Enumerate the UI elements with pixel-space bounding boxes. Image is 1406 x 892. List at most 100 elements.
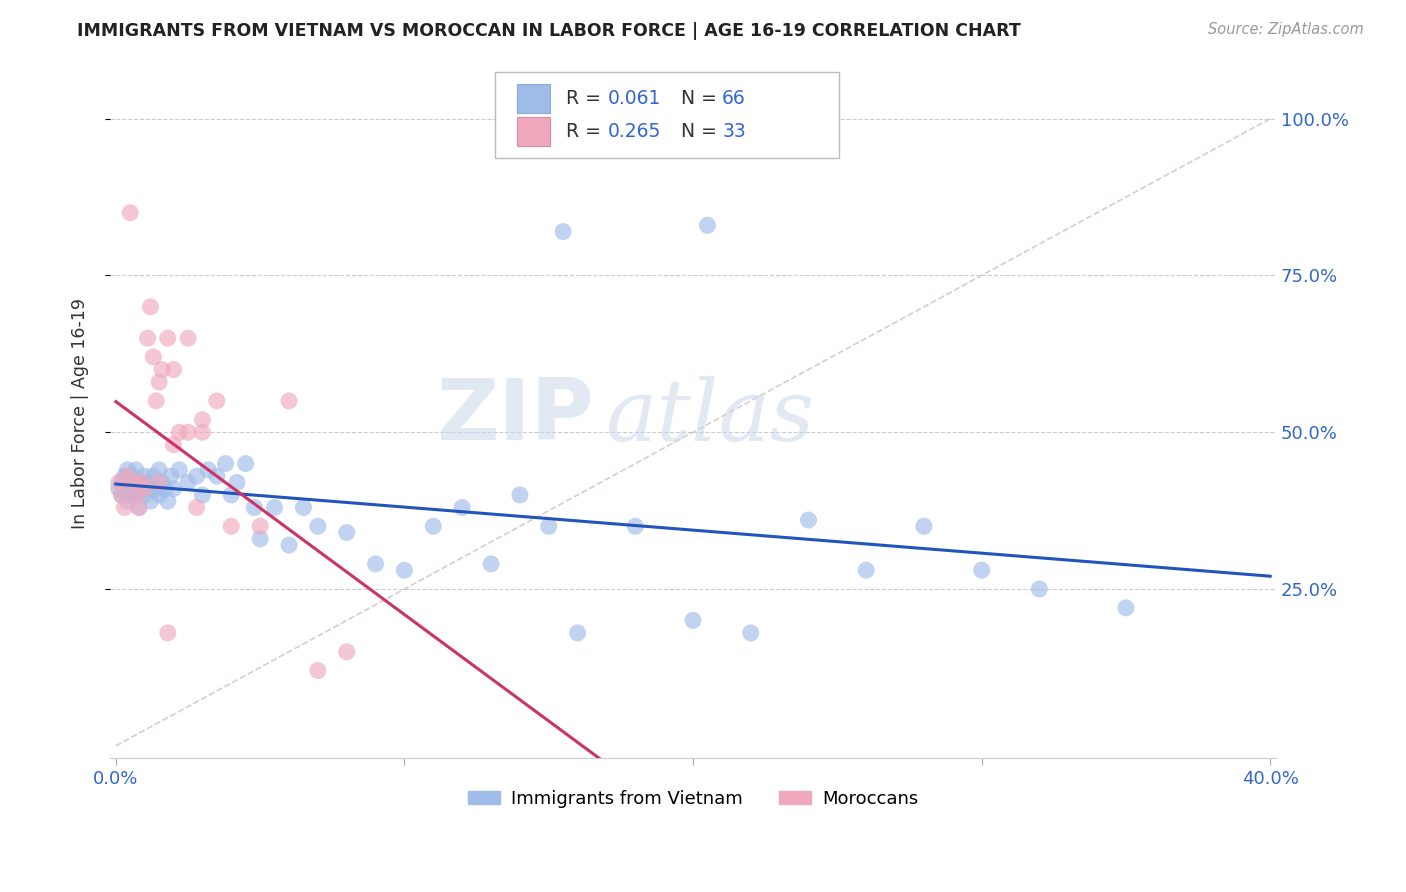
Point	[125, 488, 148, 502]
Point	[120, 475, 142, 490]
Point	[797, 513, 820, 527]
Point	[162, 438, 184, 452]
Point	[128, 500, 150, 515]
Point	[159, 469, 181, 483]
Point	[131, 482, 153, 496]
Point	[156, 331, 179, 345]
FancyBboxPatch shape	[495, 72, 839, 158]
Point	[307, 519, 329, 533]
Text: R =: R =	[567, 122, 607, 142]
Point	[110, 488, 132, 502]
Point	[624, 519, 647, 533]
Point	[292, 500, 315, 515]
Point	[169, 463, 191, 477]
Point	[912, 519, 935, 533]
Text: atlas: atlas	[606, 376, 814, 458]
Point	[148, 375, 170, 389]
Text: IMMIGRANTS FROM VIETNAM VS MOROCCAN IN LABOR FORCE | AGE 16-19 CORRELATION CHART: IMMIGRANTS FROM VIETNAM VS MOROCCAN IN L…	[77, 22, 1021, 40]
Point	[451, 500, 474, 515]
Text: Source: ZipAtlas.com: Source: ZipAtlas.com	[1208, 22, 1364, 37]
Point	[107, 482, 129, 496]
Point	[364, 557, 387, 571]
Point	[117, 463, 139, 477]
Point	[1028, 582, 1050, 596]
Point	[120, 488, 142, 502]
Point	[186, 469, 208, 483]
Point	[214, 457, 236, 471]
Point	[114, 469, 136, 483]
Point	[110, 475, 132, 490]
Point	[128, 500, 150, 515]
Point	[205, 393, 228, 408]
Point	[142, 469, 165, 483]
Point	[139, 300, 162, 314]
Point	[1115, 600, 1137, 615]
Point	[139, 494, 162, 508]
Point	[278, 393, 301, 408]
Point	[131, 475, 153, 490]
Point	[336, 525, 359, 540]
Point	[278, 538, 301, 552]
Point	[136, 475, 159, 490]
Point	[122, 469, 145, 483]
Point	[235, 457, 257, 471]
Point	[553, 225, 575, 239]
Point	[855, 563, 877, 577]
Point	[186, 500, 208, 515]
Point	[177, 475, 200, 490]
Point	[162, 482, 184, 496]
Point	[191, 413, 214, 427]
FancyBboxPatch shape	[517, 85, 550, 113]
Point	[479, 557, 502, 571]
Point	[120, 206, 142, 220]
Point	[191, 425, 214, 440]
Point	[153, 482, 176, 496]
Text: N =: N =	[668, 89, 723, 108]
Point	[537, 519, 560, 533]
Point	[682, 613, 704, 627]
Point	[307, 664, 329, 678]
Point	[114, 482, 136, 496]
Point	[970, 563, 993, 577]
Point	[125, 463, 148, 477]
Point	[696, 219, 718, 233]
Point	[110, 488, 132, 502]
Point	[139, 482, 162, 496]
Point	[205, 469, 228, 483]
Point	[243, 500, 266, 515]
Point	[150, 475, 173, 490]
Point	[156, 494, 179, 508]
Point	[394, 563, 416, 577]
Point	[567, 626, 589, 640]
Point	[169, 425, 191, 440]
Point	[162, 362, 184, 376]
Point	[156, 626, 179, 640]
Point	[148, 488, 170, 502]
Point	[219, 519, 242, 533]
Text: 33: 33	[723, 122, 747, 142]
Text: 66: 66	[723, 89, 747, 108]
Point	[122, 475, 145, 490]
Point	[148, 463, 170, 477]
Point	[226, 475, 249, 490]
Point	[145, 482, 167, 496]
Point	[191, 488, 214, 502]
Point	[150, 362, 173, 376]
Y-axis label: In Labor Force | Age 16-19: In Labor Force | Age 16-19	[72, 298, 89, 529]
Point	[509, 488, 531, 502]
Point	[134, 469, 156, 483]
Point	[249, 519, 271, 533]
Text: R =: R =	[567, 89, 607, 108]
Point	[128, 475, 150, 490]
Point	[263, 500, 285, 515]
Point	[136, 331, 159, 345]
Point	[148, 475, 170, 490]
Text: ZIP: ZIP	[436, 376, 593, 458]
Point	[117, 469, 139, 483]
Point	[107, 475, 129, 490]
Point	[249, 532, 271, 546]
Point	[122, 482, 145, 496]
Point	[134, 482, 156, 496]
Point	[177, 331, 200, 345]
Text: N =: N =	[668, 122, 723, 142]
